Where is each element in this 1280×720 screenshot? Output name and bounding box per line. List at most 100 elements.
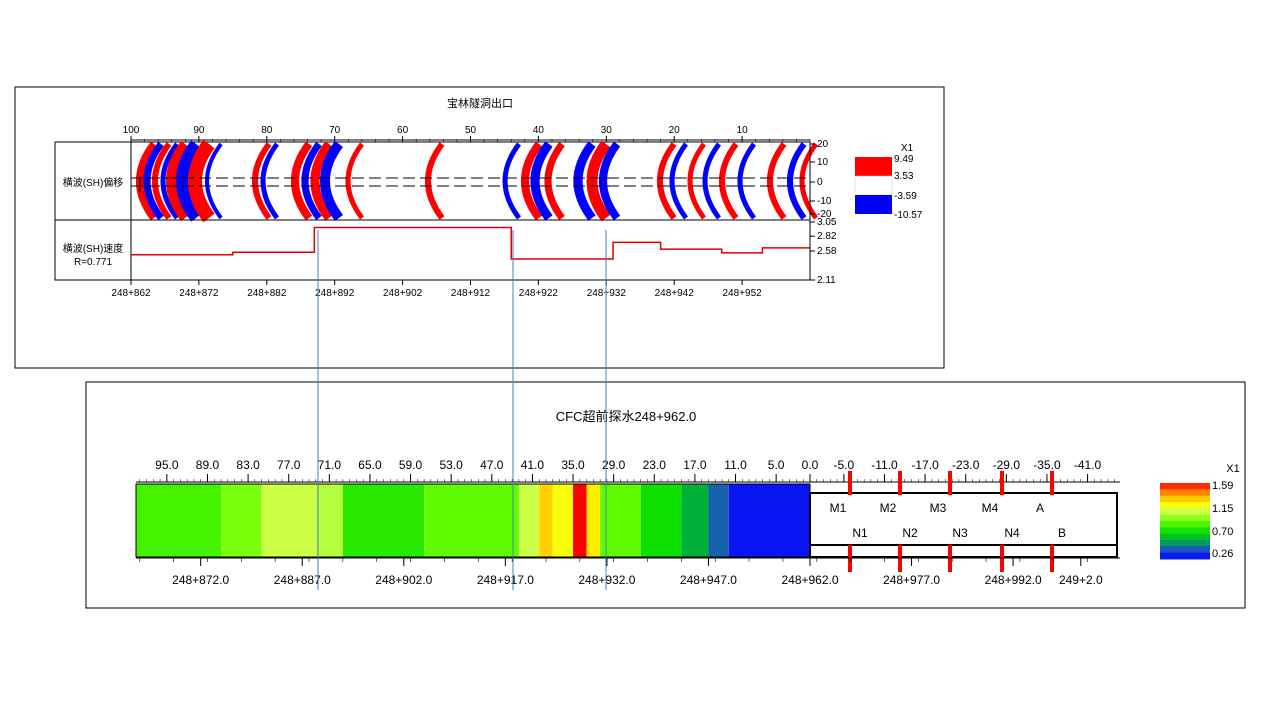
bottom-legend-label-4: 0.26 <box>1212 548 1233 560</box>
offset-arc <box>687 142 707 220</box>
legend-color-step <box>1160 552 1210 560</box>
top-axis-tick-label: 70 <box>329 125 341 136</box>
offset-arc <box>301 141 322 221</box>
offset-arc <box>188 139 215 223</box>
velocity-row-r: R=0.771 <box>74 257 113 268</box>
bottom-bottom-tick-label: 248+917.0 <box>477 573 534 587</box>
velocity-right-tick-label: 3.05 <box>817 217 837 228</box>
heatmap-segment <box>315 484 343 557</box>
top-legend-swatch-zero <box>854 175 893 196</box>
velocity-right-axis: 3.05 2.82 2.58 2.11 <box>809 217 837 286</box>
bottom-axis-tick-label: 248+952 <box>722 288 762 299</box>
bottom-top-tick-label: -17.0 <box>911 458 939 472</box>
offset-right-tick-label: 0 <box>817 177 823 188</box>
top-axis-tick-label: 30 <box>601 125 613 136</box>
bottom-panel-title: CFC超前探水248+962.0 <box>556 409 697 424</box>
velocity-line-series <box>131 226 810 260</box>
heatmap-segment <box>640 484 682 557</box>
heatmap-segment <box>518 484 540 557</box>
offset-arc <box>799 142 819 220</box>
offset-arc <box>176 140 201 222</box>
offset-arc <box>320 140 344 222</box>
offset-arc <box>669 142 689 220</box>
top-axis-tick-label: 50 <box>465 125 477 136</box>
top-axis-tick-label: 100 <box>123 125 140 136</box>
legend-color-step <box>1160 533 1210 541</box>
top-legend-label-4: -10.57 <box>894 210 923 221</box>
bottom-panel-top-axis: 95.0 89.0 83.0 77.0 71.0 65.0 59.0 53.0 47.0 41.0… <box>136 458 1120 483</box>
bottom-bottom-tick-label: 248+992.0 <box>985 573 1042 587</box>
offset-arc <box>260 142 280 220</box>
legend-color-step <box>1160 508 1210 516</box>
bottom-top-tick-label: 17.0 <box>683 458 707 472</box>
velocity-row-label: 横波(SH)速度 <box>63 242 124 255</box>
offset-arc <box>787 142 807 220</box>
legend-color-step <box>1160 527 1210 535</box>
bottom-top-tick-label: 29.0 <box>602 458 626 472</box>
offset-arc <box>152 142 172 220</box>
bottom-bottom-tick-label: 248+962.0 <box>781 573 838 587</box>
top-legend: X1 9.49 3.53 -3.59 -10.57 <box>854 143 923 221</box>
electrode-bottom-label: N3 <box>952 526 968 540</box>
bottom-panel-bottom-axis: 248+872.0 248+887.0 248+902.0 248+917.0 248+… <box>136 557 1120 587</box>
top-panel-title: 宝林隧洞出口 <box>447 96 513 110</box>
top-legend-label-3: -3.59 <box>894 191 917 202</box>
legend-color-step <box>1160 521 1210 528</box>
offset-right-tick-label: 20 <box>817 139 829 150</box>
top-panel-top-axis: 100 90 80 70 60 50 40 30 20 10 <box>123 125 811 142</box>
offset-arc <box>719 142 739 220</box>
bottom-top-tick-label: 89.0 <box>196 458 220 472</box>
heatmap-segment <box>728 484 810 557</box>
heatmap-segment <box>681 484 709 557</box>
velocity-right-tick-label: 2.58 <box>817 246 837 257</box>
bottom-top-tick-label: 59.0 <box>399 458 423 472</box>
heatmap-segment <box>261 484 316 557</box>
bottom-top-tick-label: -29.0 <box>993 458 1021 472</box>
top-legend-swatch-positive <box>855 157 892 176</box>
heatmap-segment <box>221 484 262 557</box>
offset-arc <box>521 141 543 221</box>
legend-color-step <box>1160 540 1210 547</box>
bottom-bottom-tick-label: 248+887.0 <box>274 573 331 587</box>
heatmap-segment <box>573 484 587 557</box>
top-panel-bottom-axis: 248+862 248+872 248+882 248+892 248+902 248+9… <box>111 280 762 299</box>
bottom-top-tick-label: -5.0 <box>834 458 855 472</box>
heatmap-segment <box>424 484 519 557</box>
bottom-axis-tick-label: 248+872 <box>179 288 219 299</box>
top-axis-tick-label: 90 <box>193 125 205 136</box>
top-axis-tick-label: 10 <box>737 125 749 136</box>
offset-arc <box>205 142 223 220</box>
electrode-markers: M1 M2 M3 M4 A N1 N2 N3 N4 B <box>830 471 1066 572</box>
offset-arc <box>657 142 677 220</box>
bottom-top-tick-label: 77.0 <box>277 458 301 472</box>
bottom-top-tick-label: 65.0 <box>358 458 382 472</box>
legend-color-step <box>1160 502 1210 509</box>
bottom-bottom-tick-label: 248+872.0 <box>172 573 229 587</box>
electrode-bottom-label: N1 <box>852 526 868 540</box>
bottom-axis-tick-label: 248+922 <box>519 288 559 299</box>
offset-arc <box>310 141 333 221</box>
bottom-top-tick-label: -35.0 <box>1033 458 1061 472</box>
bottom-axis-tick-label: 248+932 <box>587 288 627 299</box>
bottom-axis-tick-label: 248+942 <box>655 288 695 299</box>
offset-arc <box>702 142 722 220</box>
bottom-top-tick-label: -41.0 <box>1074 458 1102 472</box>
bottom-bottom-tick-label: 249+2.0 <box>1059 573 1103 587</box>
electrode-bottom-label: N4 <box>1004 526 1020 540</box>
offset-right-tick-label: -10 <box>817 196 832 207</box>
offset-arc <box>425 142 445 220</box>
bottom-top-tick-label: 11.0 <box>724 458 747 472</box>
offset-arc <box>166 140 190 222</box>
bottom-bottom-tick-label: 248+977.0 <box>883 573 940 587</box>
bottom-top-tick-label: 5.0 <box>768 458 785 472</box>
top-legend-swatch-negative <box>855 195 892 214</box>
bottom-axis-tick-label: 248+912 <box>451 288 491 299</box>
bottom-top-tick-label: 71.0 <box>318 458 342 472</box>
legend-color-step <box>1160 495 1210 503</box>
bottom-top-tick-label: -11.0 <box>871 458 898 472</box>
top-legend-label-1: 9.49 <box>894 154 914 165</box>
bottom-legend: X1 1.59 1.15 0.70 0.26 <box>1160 463 1240 560</box>
offset-right-axis: 20 10 0 -10 -20 <box>809 139 832 220</box>
legend-color-step <box>1160 489 1210 497</box>
bottom-top-tick-label: 83.0 <box>236 458 260 472</box>
